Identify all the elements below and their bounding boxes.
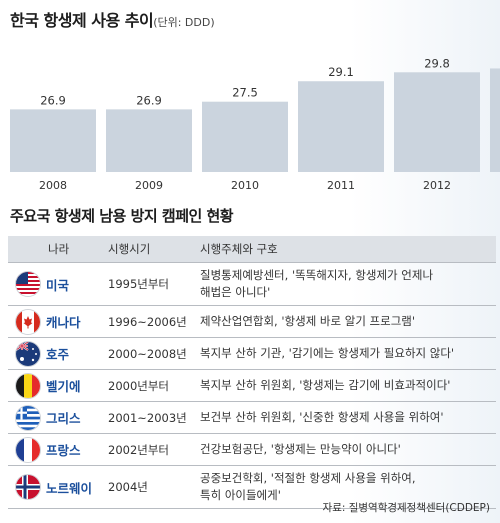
header-period: 시행시기 <box>108 242 151 256</box>
detail-cell: 제약산업연합회, '항생제 바로 알기 프로그램' <box>200 313 496 330</box>
period-cell: 1996~2006년 <box>108 314 187 329</box>
bar-chart: 26.9 2008 26.9 2009 27.5 2010 29.1 2011 29.8 2012… <box>10 56 500 192</box>
country-cell: 호주 <box>8 341 108 366</box>
detail-line: 제약산업연합회, '항생제 바로 알기 프로그램' <box>200 314 416 328</box>
data-label: 27.5 <box>232 86 258 100</box>
country-cell: 벨기에 <box>8 373 108 398</box>
period-cell: 2000년부터 <box>108 378 170 393</box>
table-row: 프랑스 2002년부터 건강보험공단, '항생제는 만능약이 아니다' <box>8 434 496 466</box>
bar <box>10 109 96 172</box>
table-row: 호주 2000~2008년 복지부 산하 기관, '감기에는 항생제가 필요하지 않… <box>8 338 496 370</box>
detail-cell: 복지부 산하 위원회, '항생제는 감기에 비효과적이다' <box>200 377 496 394</box>
detail-line: 건강보험공단, '항생제는 만능약이 아니다' <box>200 442 401 456</box>
data-label: 29.8 <box>424 56 450 70</box>
country-name: 그리스 <box>46 411 81 426</box>
period-cell: 1995년부터 <box>108 277 170 291</box>
detail-cell: 건강보험공단, '항생제는 만능약이 아니다' <box>200 441 496 458</box>
bar <box>202 101 288 172</box>
data-label: 29.1 <box>328 65 354 79</box>
canada-flag-icon <box>16 309 40 334</box>
detail-line: 해법은 아니다' <box>200 285 271 299</box>
data-label: 26.9 <box>136 93 162 107</box>
belgium-flag-icon <box>16 373 40 398</box>
header-country: 나라 <box>48 242 70 256</box>
data-label: 26.9 <box>40 93 66 107</box>
section-title: 주요국 항생제 남용 방지 캠페인 현황 <box>10 207 234 225</box>
detail-cell: 공중보건학회, '적절한 항생제 사용을 위하여, 특히 아이들에게' <box>200 470 496 504</box>
detail-cell: 보건부 산하 위원회, '신중한 항생제 사용을 위하여' <box>200 409 496 426</box>
chart-title-text: 한국 항생제 사용 추이 <box>10 11 154 30</box>
table-row: 캐나다 1996~2006년 제약산업연합회, '항생제 바로 알기 프로그램' <box>8 306 496 338</box>
detail-line: 복지부 산하 기관, '감기에는 항생제가 필요하지 않다' <box>200 346 455 360</box>
detail-cell: 복지부 산하 기관, '감기에는 항생제가 필요하지 않다' <box>200 345 496 362</box>
country-name: 캐나다 <box>46 315 81 330</box>
tick-label: 2009 <box>135 179 163 192</box>
bar <box>106 109 192 172</box>
bar <box>490 68 500 172</box>
chart-title: 한국 항생제 사용 추이(단위: DDD) <box>10 7 215 31</box>
country-cell: 노르웨이 <box>8 475 108 499</box>
table-header: 나라 시행시기 시행주체와 구호 <box>8 236 496 262</box>
table-row: 벨기에 2000년부터 복지부 산하 위원회, '항생제는 감기에 비효과적이다' <box>8 370 496 402</box>
source-note: 자료: 질병역학경제정책센터(CDDEP) <box>322 502 490 514</box>
tick-label: 2011 <box>327 179 355 192</box>
us-flag-icon <box>16 272 40 296</box>
chart-unit: (단위: DDD) <box>153 16 215 29</box>
period-cell: 2000~2008년 <box>108 346 187 361</box>
tick-label: 2008 <box>39 179 67 192</box>
tick-label: 2010 <box>231 179 259 192</box>
france-flag-icon <box>16 437 40 462</box>
norway-flag-icon <box>16 475 40 499</box>
country-cell: 그리스 <box>8 405 108 430</box>
country-name: 노르웨이 <box>46 480 93 496</box>
detail-line: 공중보건학회, '적절한 항생제 사용을 위하여, <box>200 471 416 485</box>
header-detail: 시행주체와 구호 <box>200 241 278 256</box>
country-cell: 캐나다 <box>8 309 108 334</box>
tick-label: 2012 <box>423 179 451 192</box>
country-name: 프랑스 <box>46 443 81 458</box>
detail-line: 특히 아이들에게' <box>200 488 281 502</box>
detail-line: 보건부 산하 위원회, '신중한 항생제 사용을 위하여' <box>200 410 444 424</box>
detail-line: 복지부 산하 위원회, '항생제는 감기에 비효과적이다' <box>200 378 451 392</box>
campaign-table: 나라 시행시기 시행주체와 구호 미국 1995년부터 질병통제예방센터, '똑똑해… <box>8 236 496 509</box>
period-cell: 2004년 <box>108 480 148 494</box>
detail-line: 질병통제예방센터, '똑똑해지자, 항생제가 언제나 <box>200 268 434 282</box>
country-name: 벨기에 <box>46 379 81 394</box>
period-cell: 2001~2003년 <box>108 410 187 425</box>
country-name: 호주 <box>46 347 70 362</box>
country-cell: 프랑스 <box>8 437 108 462</box>
country-name: 미국 <box>46 277 70 293</box>
table-row: 노르웨이 2004년 공중보건학회, '적절한 항생제 사용을 위하여, 특히 아이들… <box>8 466 496 509</box>
table-row: 그리스 2001~2003년 보건부 산하 위원회, '신중한 항생제 사용을 위하… <box>8 402 496 434</box>
country-cell: 미국 <box>8 272 108 296</box>
period-cell: 2002년부터 <box>108 442 170 457</box>
bar <box>394 72 480 172</box>
greece-flag-icon <box>16 405 40 430</box>
bar <box>298 81 384 172</box>
australia-flag-icon <box>16 341 40 366</box>
